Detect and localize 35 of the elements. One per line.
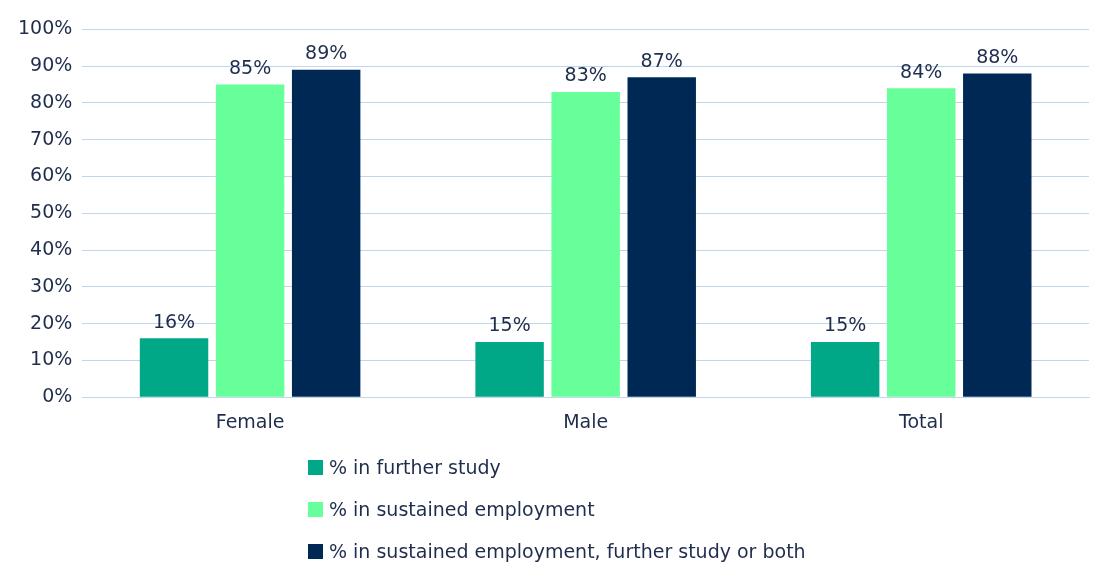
data-label: 84% — [900, 59, 943, 82]
data-label: 88% — [976, 44, 1019, 67]
y-tick-label: 20% — [30, 310, 73, 333]
bar — [139, 338, 209, 397]
data-label: 15% — [488, 313, 531, 336]
data-label: 15% — [824, 313, 867, 336]
y-tick-label: 0% — [42, 384, 73, 407]
x-tick-label: Male — [563, 409, 609, 432]
bar — [627, 77, 696, 397]
bar — [475, 342, 544, 397]
bar — [215, 84, 285, 397]
data-label: 87% — [640, 48, 683, 71]
y-tick-label: 80% — [30, 89, 73, 112]
legend-label: % in sustained employment — [329, 498, 595, 520]
data-label: 16% — [152, 309, 196, 332]
data-label: 83% — [564, 63, 607, 86]
bar — [963, 73, 1032, 397]
x-tick-label: Total — [898, 409, 944, 432]
bar — [551, 91, 620, 397]
legend-label: % in sustained employment, further study or both — [329, 540, 806, 562]
y-tick-label: 90% — [30, 53, 73, 76]
x-tick-label: Female — [215, 409, 285, 432]
data-label: 89% — [305, 41, 348, 64]
legend-label: % in further study — [329, 456, 501, 478]
y-tick-label: 60% — [30, 163, 73, 186]
data-label: 85% — [228, 56, 272, 79]
y-tick-label: 70% — [30, 126, 73, 149]
y-tick-label: 10% — [30, 347, 73, 370]
y-tick-label: 50% — [30, 200, 73, 223]
bar — [886, 88, 956, 397]
y-tick-label: 40% — [30, 237, 73, 260]
bar — [291, 69, 361, 397]
bar — [810, 342, 880, 397]
y-tick-label: 100% — [17, 16, 73, 39]
y-tick-label: 30% — [30, 273, 73, 296]
